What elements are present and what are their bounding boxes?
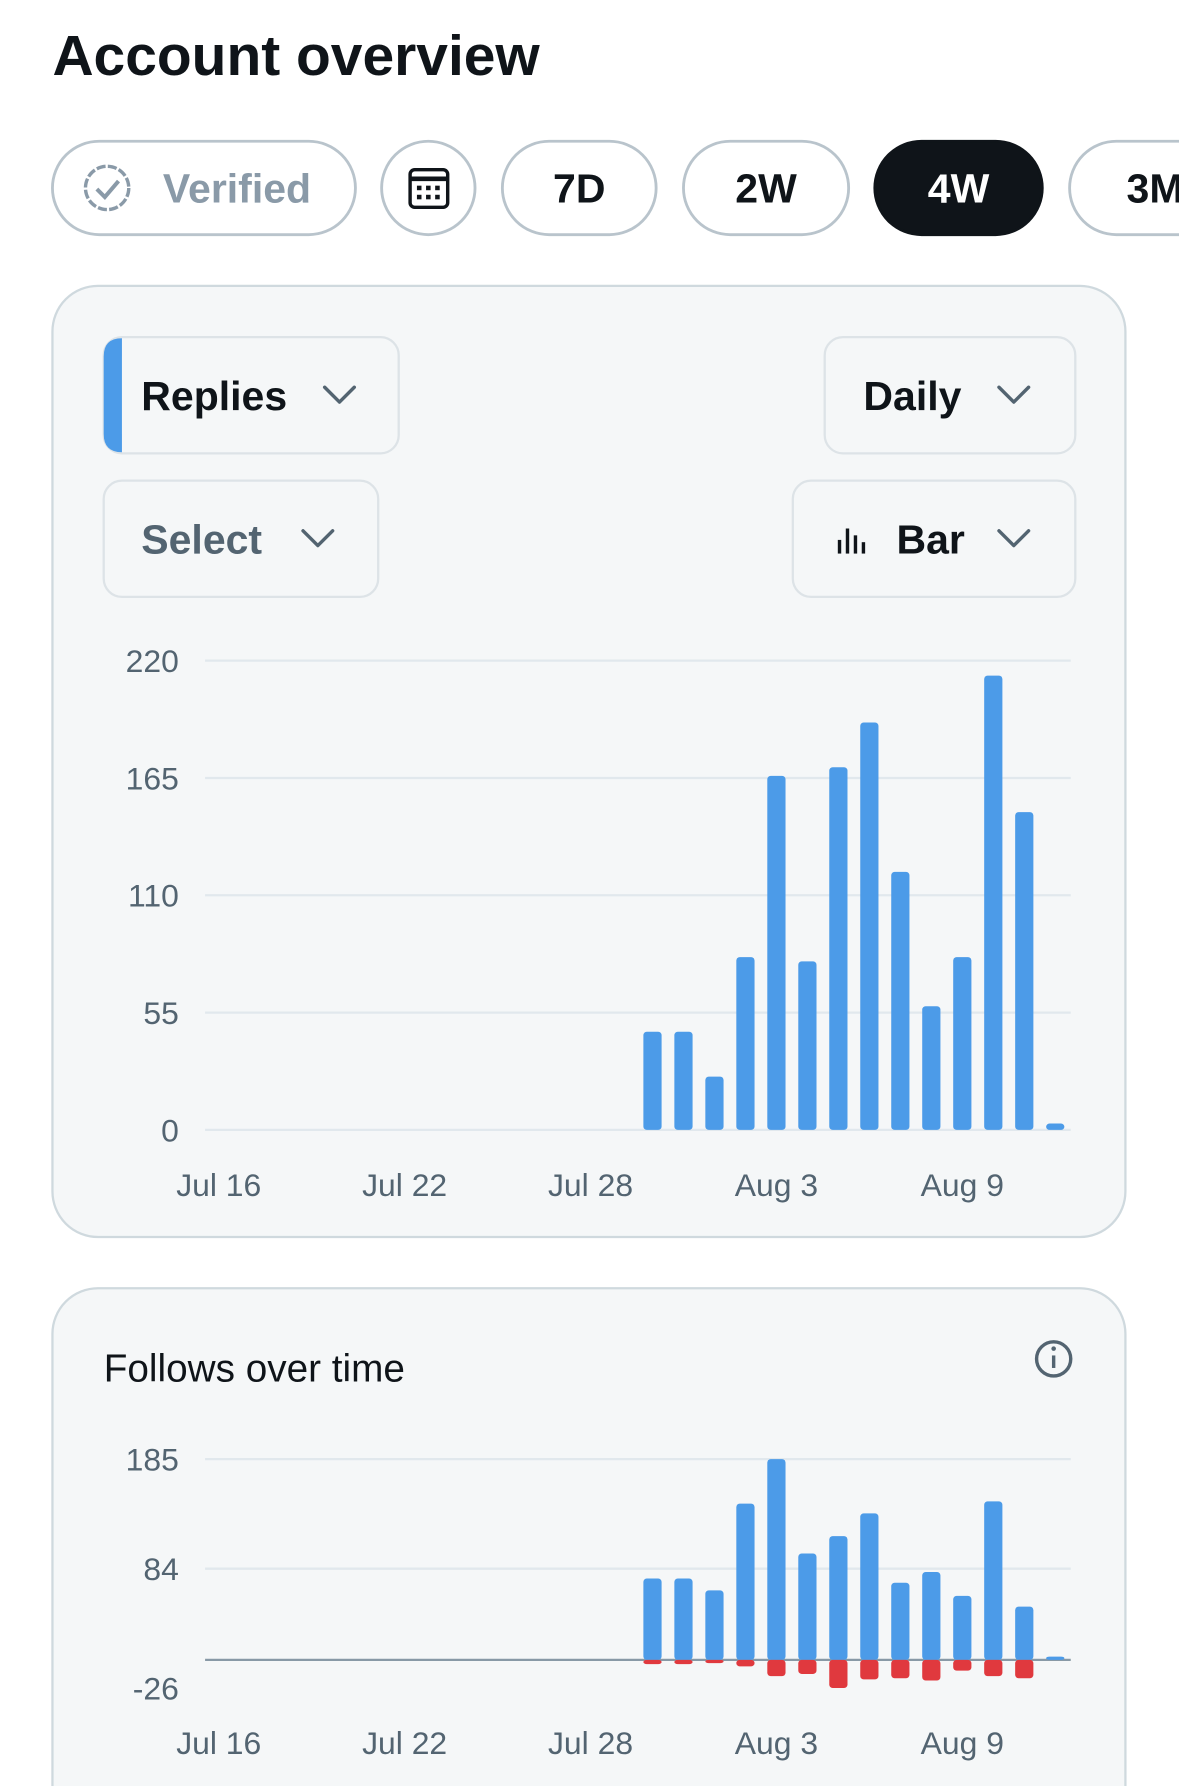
chart-title: Follows over time (104, 1348, 405, 1391)
pill-label: 7D (553, 166, 605, 212)
chart-type-dropdown[interactable]: Bar (791, 479, 1077, 598)
pill-background (682, 139, 851, 237)
bar (1015, 812, 1034, 1130)
bar (1046, 1656, 1065, 1660)
x-tick-label: Aug 3 (735, 1725, 818, 1761)
bar (829, 1659, 848, 1689)
calendar-button[interactable] (380, 139, 477, 237)
interval-dropdown[interactable]: Daily (823, 336, 1077, 455)
page-title: Account overview (52, 24, 540, 88)
bar (1015, 1659, 1034, 1679)
bar (860, 1513, 879, 1660)
pill-label: 3M (1127, 166, 1179, 212)
x-tick-label: Jul 28 (548, 1725, 633, 1761)
y-tick-label: 0 (161, 1112, 179, 1148)
bar (798, 1553, 817, 1660)
range-pill[interactable]: 4W (873, 139, 1044, 237)
bar (891, 871, 910, 1130)
x-tick-label: Jul 28 (548, 1167, 633, 1203)
x-tick-label: Jul 22 (362, 1167, 447, 1203)
y-tick-label: 185 (126, 1441, 179, 1477)
bar (953, 1595, 972, 1660)
bar (674, 1578, 693, 1660)
bar (767, 775, 786, 1130)
bar (643, 1578, 662, 1660)
bar (922, 1571, 941, 1660)
bar (798, 1659, 817, 1674)
bar (860, 1659, 879, 1680)
bar (984, 675, 1003, 1130)
bar (829, 767, 848, 1130)
y-tick-label: -26 (133, 1670, 179, 1706)
compare-dropdown[interactable]: Select (102, 479, 380, 598)
bar (922, 1659, 941, 1681)
y-tick-label: 165 (126, 760, 179, 796)
filter-verified[interactable]: Verified (51, 139, 357, 237)
bar (736, 1503, 755, 1660)
y-tick-label: 55 (143, 995, 178, 1031)
dropdown-label: Bar (896, 517, 964, 563)
bar (674, 1659, 693, 1665)
bar (705, 1590, 724, 1660)
filter-label: Verified (163, 166, 311, 212)
x-tick-label: Aug 3 (735, 1167, 818, 1203)
bar (798, 961, 817, 1130)
bar (1046, 1123, 1065, 1130)
info-icon[interactable] (1034, 1340, 1073, 1378)
range-pill[interactable]: 7D (500, 139, 658, 237)
x-tick-label: Jul 22 (362, 1725, 447, 1761)
bar (643, 1031, 662, 1130)
pill-label: 2W (735, 166, 797, 212)
pill-label: 4W (928, 166, 990, 212)
x-tick-label: Aug 9 (921, 1725, 1004, 1761)
bar (891, 1659, 910, 1679)
bar (984, 1659, 1003, 1677)
range-pill[interactable]: 2W (682, 139, 851, 237)
pill-background (500, 139, 658, 237)
metric-dropdown[interactable]: Replies (102, 336, 400, 455)
bar (736, 1659, 755, 1667)
y-tick-label: 84 (143, 1551, 178, 1587)
bar (674, 1031, 693, 1130)
chart-card (51, 1287, 1127, 1786)
y-tick-label: 220 (126, 643, 179, 679)
bar (860, 722, 879, 1130)
x-tick-label: Aug 9 (921, 1167, 1004, 1203)
dropdown-label: Replies (141, 373, 287, 419)
bar (829, 1536, 848, 1660)
x-tick-label: Jul 16 (176, 1167, 261, 1203)
bar (953, 957, 972, 1130)
range-filters: 7D 2W 4W 3M (500, 139, 1179, 237)
range-pill[interactable]: 3M (1068, 139, 1179, 237)
bar (922, 1006, 941, 1130)
bar (736, 957, 755, 1130)
bar (705, 1076, 724, 1130)
pill-background (1068, 139, 1179, 237)
bar (1015, 1606, 1034, 1660)
bar (705, 1659, 724, 1664)
pill-background (873, 139, 1044, 237)
y-tick-label: 110 (128, 878, 179, 914)
bar (891, 1582, 910, 1660)
dropdown-label: Select (141, 517, 262, 563)
x-tick-label: Jul 16 (176, 1725, 261, 1761)
dropdown-label: Daily (863, 373, 961, 419)
bar (767, 1459, 786, 1660)
bar (643, 1659, 662, 1665)
bar (953, 1659, 972, 1671)
bar (767, 1659, 786, 1677)
bar (984, 1501, 1003, 1660)
